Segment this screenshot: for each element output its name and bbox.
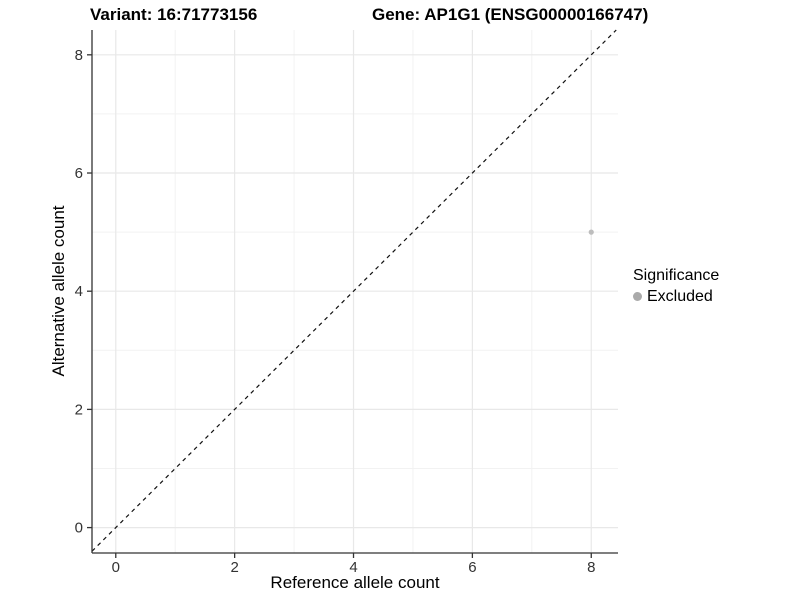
- x-tick-label: 0: [112, 559, 120, 576]
- legend-item-excluded: Excluded: [633, 286, 719, 307]
- excluded-dot-icon: [633, 292, 642, 301]
- x-tick-label: 6: [468, 559, 476, 576]
- gene-title: Gene: AP1G1 (ENSG00000166747): [372, 5, 649, 24]
- y-axis-title: Alternative allele count: [49, 205, 68, 377]
- variant-title: Variant: 16:71773156: [90, 5, 258, 24]
- x-axis-title: Reference allele count: [270, 573, 440, 592]
- identity-line: [91, 29, 617, 552]
- x-tick-label: 8: [587, 559, 595, 576]
- y-tick-label: 6: [75, 165, 83, 182]
- data-point: [588, 229, 594, 235]
- legend: Significance Excluded: [633, 265, 719, 307]
- x-tick-label: 2: [230, 559, 238, 576]
- y-tick-label: 2: [75, 401, 83, 418]
- y-tick-label: 8: [75, 47, 83, 64]
- y-tick-label: 4: [75, 283, 83, 300]
- x-tick-label: 4: [349, 559, 357, 576]
- y-tick-label: 0: [75, 520, 83, 537]
- legend-title: Significance: [633, 267, 720, 284]
- legend-item-label: Excluded: [647, 288, 713, 305]
